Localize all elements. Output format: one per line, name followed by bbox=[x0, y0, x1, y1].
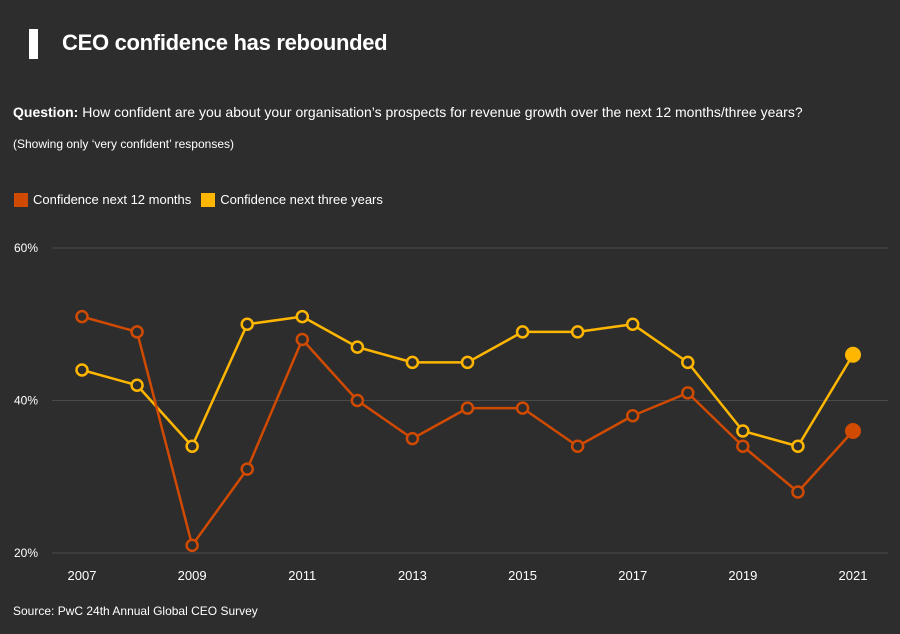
y-tick-label: 20% bbox=[14, 546, 38, 560]
data-point-three-years bbox=[515, 325, 530, 339]
data-point-three-years bbox=[736, 424, 750, 438]
question-text: Question: How confident are you about yo… bbox=[13, 104, 803, 120]
x-tick-label: 2009 bbox=[178, 568, 207, 583]
legend-item-three-years: Confidence next three years bbox=[201, 192, 383, 207]
question-label: Question: bbox=[13, 104, 79, 120]
legend-item-12-months: Confidence next 12 months bbox=[14, 192, 191, 207]
data-point-12-months bbox=[570, 439, 585, 453]
x-tick-label: 2021 bbox=[839, 568, 868, 583]
y-tick-label: 60% bbox=[14, 241, 38, 255]
data-point-12-months bbox=[460, 401, 475, 415]
data-point-three-years bbox=[460, 355, 475, 370]
question-body: How confident are you about your organis… bbox=[78, 104, 803, 120]
data-point-three-years bbox=[75, 363, 89, 377]
legend-swatch-three-years bbox=[201, 192, 216, 207]
data-point-12-months bbox=[295, 332, 310, 347]
x-tick-label: 2015 bbox=[508, 568, 537, 583]
data-point-three-years bbox=[681, 355, 695, 370]
data-point-12-months bbox=[625, 409, 640, 423]
data-point-three-years bbox=[130, 378, 144, 392]
data-point-12-months bbox=[736, 439, 750, 453]
response-note: (Showing only ‘very confident’ responses… bbox=[13, 137, 234, 151]
data-point-12-months bbox=[130, 325, 144, 339]
data-point-three-years bbox=[185, 439, 199, 453]
data-point-12-months bbox=[791, 485, 805, 499]
data-point-12-months bbox=[515, 401, 530, 415]
data-point-12-months bbox=[845, 423, 861, 439]
source-note: Source: PwC 24th Annual Global CEO Surve… bbox=[13, 604, 258, 618]
data-point-three-years bbox=[570, 325, 585, 339]
data-point-12-months bbox=[350, 393, 365, 408]
data-point-three-years bbox=[350, 340, 365, 354]
x-tick-label: 2011 bbox=[288, 568, 316, 583]
data-point-12-months bbox=[75, 309, 89, 324]
data-point-12-months bbox=[681, 386, 695, 400]
title-accent-bar bbox=[29, 29, 38, 59]
x-tick-label: 2007 bbox=[68, 568, 97, 583]
chart-title: CEO confidence has rebounded bbox=[62, 30, 388, 55]
data-point-12-months bbox=[185, 538, 199, 553]
x-tick-label: 2017 bbox=[618, 568, 647, 583]
legend-swatch-12-months bbox=[14, 192, 28, 207]
data-point-three-years bbox=[295, 309, 310, 324]
data-point-three-years bbox=[791, 439, 805, 453]
legend-label-three-years: Confidence next three years bbox=[220, 192, 383, 207]
data-point-12-months bbox=[405, 431, 420, 446]
legend: Confidence next 12 months Confidence nex… bbox=[14, 192, 393, 207]
data-point-three-years bbox=[845, 346, 861, 363]
x-tick-label: 2013 bbox=[398, 568, 427, 583]
x-tick-label: 2019 bbox=[728, 568, 757, 583]
data-point-12-months bbox=[240, 462, 254, 476]
data-point-three-years bbox=[405, 355, 420, 370]
series-line-three-years bbox=[81, 315, 855, 448]
y-tick-label: 40% bbox=[14, 394, 38, 408]
data-point-three-years bbox=[625, 317, 640, 331]
legend-label-12-months: Confidence next 12 months bbox=[33, 192, 192, 207]
data-point-three-years bbox=[240, 317, 254, 331]
